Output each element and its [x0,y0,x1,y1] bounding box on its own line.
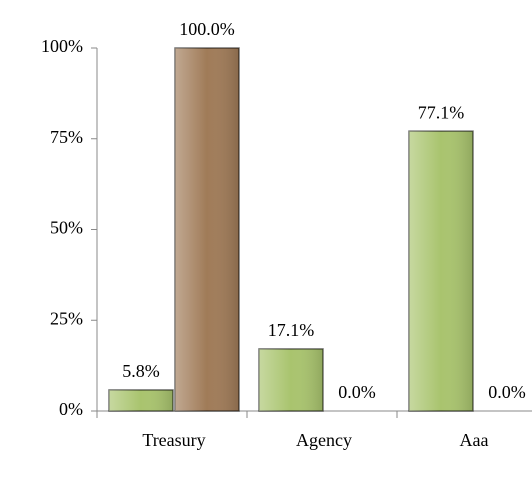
y-tick-label: 50% [50,218,83,238]
bar-shade [175,48,239,411]
x-tick-label: Aaa [460,430,489,450]
value-label: 5.8% [122,361,160,381]
x-tick-label: Agency [296,430,352,450]
value-label: 0.0% [488,382,526,402]
value-label: 77.1% [418,102,465,122]
value-label: 0.0% [338,382,376,402]
bar-shade [109,389,173,411]
y-tick-label: 100% [41,36,83,56]
y-tick-label: 75% [50,127,83,147]
y-tick-label: 25% [50,308,83,328]
value-label: 100.0% [179,19,235,39]
x-tick-label: Treasury [142,430,205,450]
y-tick-label: 0% [59,399,83,419]
bar-shade [409,131,473,411]
value-label: 17.1% [268,320,315,340]
bar-shade [259,348,323,411]
